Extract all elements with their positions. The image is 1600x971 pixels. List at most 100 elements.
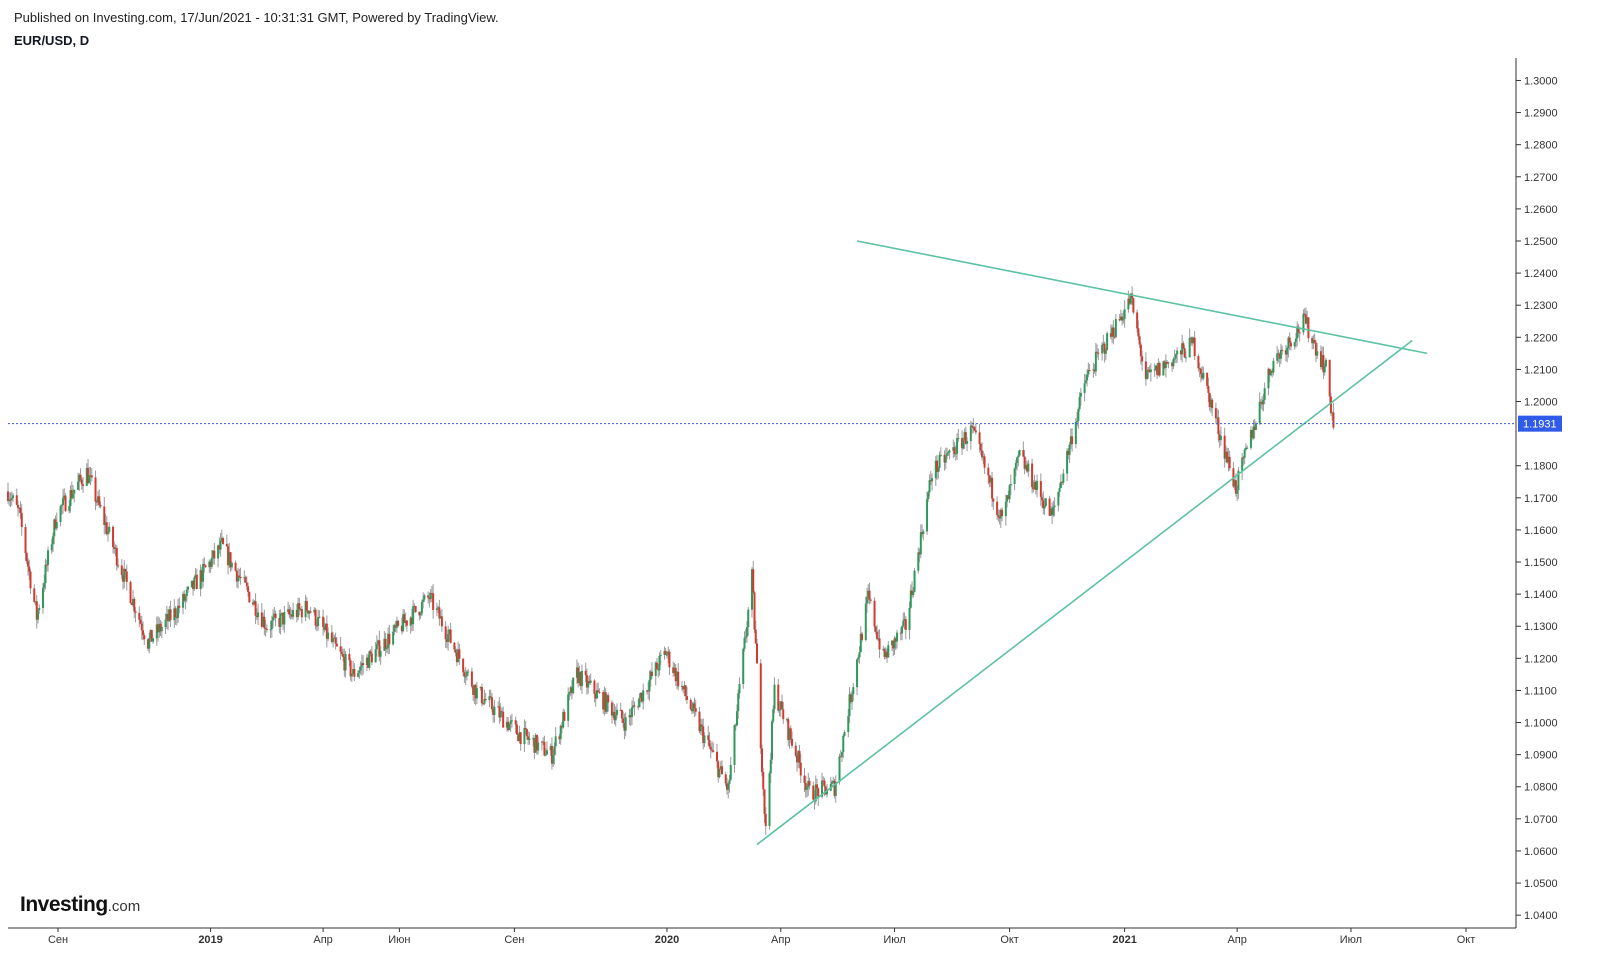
candle-down	[720, 766, 723, 775]
candle-up	[1086, 374, 1089, 381]
candle-up	[937, 467, 940, 472]
candle-down	[622, 718, 625, 723]
chart-header: Published on Investing.com, 17/Jun/2021 …	[14, 10, 499, 48]
price-axis[interactable]: 1.0400 1.0500 1.0600 1.0700 1.0800 1.0900 1.10…	[1515, 58, 1558, 928]
candle-up	[43, 583, 46, 588]
candle-down	[1297, 326, 1300, 333]
candle-up	[638, 697, 641, 708]
candle-up	[1101, 344, 1104, 354]
candle-up	[210, 557, 213, 567]
candle-down	[134, 611, 137, 613]
candle-up	[733, 725, 736, 765]
candle-up	[1241, 457, 1244, 471]
candle-down	[1042, 500, 1045, 509]
candle-up	[1074, 421, 1077, 445]
candle-down	[315, 625, 318, 627]
candle-up	[272, 617, 275, 621]
candle-down	[682, 685, 685, 690]
candle-down	[367, 657, 370, 668]
candle-up	[202, 563, 205, 582]
candle-up	[893, 638, 896, 649]
candle-up	[1272, 360, 1275, 373]
candle-down	[19, 507, 22, 514]
candle-down	[454, 649, 457, 653]
candle-down	[218, 545, 221, 550]
candle-down	[484, 699, 487, 701]
candle-up	[237, 575, 240, 582]
candle-down	[95, 501, 98, 503]
candle-down	[7, 491, 9, 502]
candle-up	[393, 625, 396, 632]
candle-up	[807, 780, 810, 788]
candle-down	[1307, 317, 1310, 339]
candle-up	[89, 475, 92, 477]
time-tick-label: Июн	[388, 934, 410, 946]
candle-up	[1279, 349, 1282, 359]
candle-up	[675, 671, 678, 682]
candle-down	[498, 706, 501, 718]
candle-up	[1236, 490, 1239, 494]
candle-up	[1119, 316, 1122, 321]
candle-down	[1032, 487, 1035, 490]
candle-down	[455, 652, 458, 663]
candle-down	[500, 711, 503, 713]
candle-down	[1137, 328, 1140, 337]
candle-down	[868, 590, 871, 600]
candle-up	[97, 496, 100, 503]
candle-up	[505, 721, 508, 728]
candle-up	[667, 651, 670, 655]
candle-down	[1322, 355, 1325, 373]
candle-up	[422, 599, 425, 602]
candle-up	[1092, 369, 1095, 371]
candle-up	[1014, 462, 1017, 469]
price-tick-label: 1.0600	[1524, 846, 1558, 858]
candle-up	[956, 438, 959, 454]
candle-down	[403, 614, 406, 624]
time-tick-label: Апр	[771, 934, 790, 946]
candle-up	[1114, 319, 1117, 337]
candle-down	[1139, 344, 1142, 357]
candle-down	[339, 646, 342, 652]
candle-down	[1217, 417, 1220, 435]
candle-up	[1009, 484, 1012, 486]
candle-down	[685, 696, 688, 700]
candle-up	[909, 590, 912, 608]
candle-down	[1313, 339, 1316, 343]
candle-down	[694, 708, 697, 712]
candle-down	[307, 610, 310, 614]
candle-up	[989, 477, 992, 483]
candle-up	[562, 711, 565, 728]
candle-down	[322, 616, 325, 628]
candle-up	[856, 659, 859, 688]
candle-up	[1184, 357, 1187, 359]
candle-up	[193, 577, 196, 589]
candle-up	[1016, 457, 1019, 463]
candle-up	[703, 735, 706, 744]
candle-up	[423, 595, 426, 600]
price-tick-label: 1.1800	[1524, 461, 1558, 473]
candle-up	[269, 629, 272, 631]
candle-down	[964, 432, 967, 444]
candle-down	[482, 703, 485, 705]
candle-up	[1306, 317, 1309, 324]
candle-down	[929, 480, 932, 482]
candle-down	[710, 749, 713, 751]
candle-down	[674, 667, 677, 682]
time-axis[interactable]: Сен 2019 Апр Июн Сен 2020 Апр Июл Окт 2021 Апр Июл О…	[8, 927, 1516, 946]
candle-down	[45, 564, 48, 566]
candle-down	[1023, 456, 1026, 469]
candle-down	[791, 738, 794, 746]
candle-up	[1017, 455, 1020, 458]
time-tick-label: 2021	[1112, 934, 1136, 946]
candle-down	[94, 477, 97, 502]
candle-up	[107, 531, 110, 535]
candle-up	[788, 728, 791, 741]
candle-up	[165, 613, 168, 620]
candle-up	[199, 570, 202, 590]
candle-down	[400, 625, 403, 632]
candle-up	[1129, 293, 1132, 304]
candle-down	[1201, 374, 1204, 379]
price-tick-label: 1.1000	[1524, 718, 1558, 730]
candle-up	[299, 609, 302, 611]
